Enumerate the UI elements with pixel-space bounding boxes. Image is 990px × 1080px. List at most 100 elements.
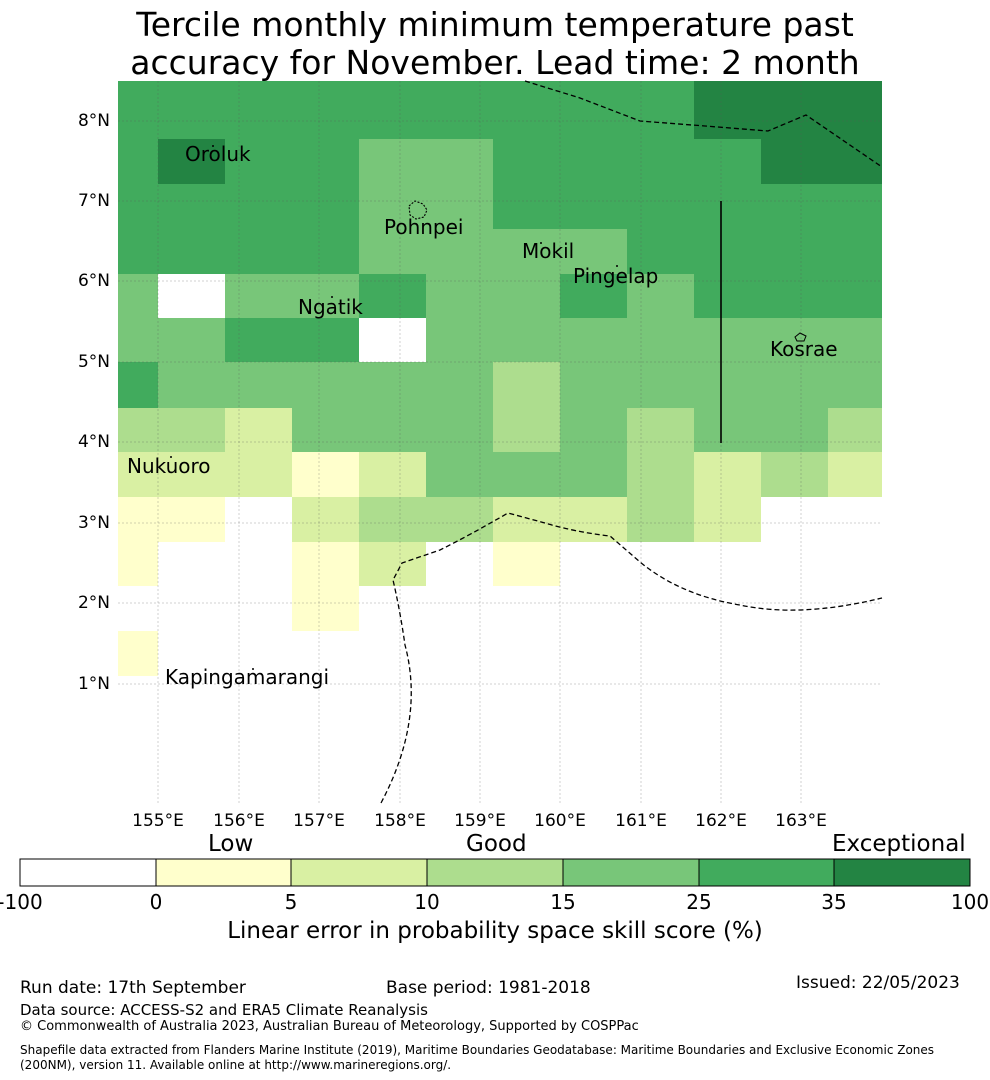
place-label-pingelap: Pingelap: [573, 264, 658, 288]
grid-cell: [359, 139, 493, 274]
lat-label-1: 1°N: [78, 674, 110, 694]
colorbar: [19, 858, 971, 887]
grid-cell: [761, 139, 882, 184]
grid-cell: [426, 452, 627, 497]
grid-cell: [426, 274, 560, 362]
colorbar-segment-0: [20, 859, 156, 886]
colorbar-segment-1: [156, 859, 291, 886]
skill-grid: [118, 81, 882, 676]
colorbar-segment-5: [699, 859, 834, 886]
lon-label-156: 156°E: [213, 811, 265, 831]
mokil-island-marker: [540, 242, 542, 244]
lon-label-157: 157°E: [293, 811, 345, 831]
colorbar-tick-label: 35: [821, 890, 847, 914]
grid-cell: [359, 274, 426, 318]
grid-cell: [118, 408, 225, 452]
grid-cell: [694, 497, 761, 542]
title-line-1: Tercile monthly minimum temperature past: [136, 5, 854, 44]
copyright: © Commonwealth of Australia 2023, Austra…: [20, 1019, 639, 1034]
colorbar-tick-label: 0: [149, 890, 163, 914]
lon-label-155: 155°E: [132, 811, 184, 831]
grid-cell: [761, 452, 828, 497]
colorbar-tick-label: 10: [414, 890, 440, 914]
grid-cell: [694, 452, 761, 497]
map-title: Tercile monthly minimum temperature past…: [0, 6, 990, 82]
colorbar-category-low: Low: [208, 831, 254, 857]
oroluk-island-marker: [212, 145, 214, 147]
colorbar-tick-label: 25: [686, 890, 712, 914]
lat-label-3: 3°N: [78, 513, 110, 533]
eez-boundary-north: [524, 80, 883, 168]
place-label-nukuoro: Nukuoro: [127, 454, 211, 478]
lon-label-163: 163°E: [775, 811, 827, 831]
grid-cell: [225, 408, 292, 452]
colorbar-segment-2: [291, 859, 427, 886]
grid-cell: [493, 542, 560, 586]
colorbar-tick-label: 100: [950, 890, 990, 914]
latitude-labels: 8°N 7°N 6°N 5°N 4°N 3°N 2°N 1°N: [78, 111, 110, 694]
grid-cell: [828, 452, 882, 497]
longitude-labels: 155°E 156°E 157°E 158°E 159°E 160°E 161°…: [132, 811, 827, 831]
lat-label-5: 5°N: [78, 352, 110, 372]
grid-cell: [694, 274, 882, 318]
pingelap-island-marker: [616, 265, 618, 267]
grid-cell: [627, 497, 694, 542]
place-label-pohnpei: Pohnpei: [384, 215, 464, 239]
colorbar-segment-6: [834, 859, 970, 886]
grid-cell: [627, 452, 694, 497]
grid-cell: [292, 497, 359, 542]
colorbar-frame: [19, 858, 971, 887]
ngatik-island-marker: [331, 296, 333, 298]
place-label-oroluk: Oroluk: [185, 142, 251, 166]
colorbar-title: Linear error in probability space skill …: [227, 918, 763, 944]
grid-cell: [694, 408, 828, 452]
grid-cell: [225, 318, 359, 362]
lon-label-162: 162°E: [695, 811, 747, 831]
grid-cell: [118, 497, 225, 542]
colorbar-tick-label: -100: [0, 890, 43, 914]
grid-cell: [158, 318, 225, 362]
grid-cell: [118, 542, 158, 586]
grid-cell: [292, 452, 359, 497]
grid-cell: [118, 362, 158, 408]
lat-label-2: 2°N: [78, 593, 110, 613]
grid-cell: [627, 274, 694, 318]
lat-label-6: 6°N: [78, 271, 110, 291]
graticule: [118, 81, 882, 803]
grid-cell: [292, 542, 359, 631]
issued-date: Issued: 22/05/2023: [796, 973, 960, 993]
colorbar-segment-4: [563, 859, 699, 886]
lat-label-4: 4°N: [78, 432, 110, 452]
lon-label-160: 160°E: [534, 811, 586, 831]
grid-cell: [560, 274, 627, 318]
grid-cell: [493, 362, 560, 452]
grid-cell: [627, 408, 694, 452]
colorbar-tick-label: 15: [550, 890, 576, 914]
colorbar-dividers: [155, 859, 835, 886]
grid-cell: [694, 81, 882, 139]
grid-cell: [118, 631, 158, 676]
grid-cell: [118, 452, 292, 497]
place-label-kapingamarangi: Kapingamarangi: [165, 665, 329, 689]
title-line-2: accuracy for November. Lead time: 2 mont…: [130, 43, 860, 82]
shapefile-credit: Shapefile data extracted from Flanders M…: [20, 1043, 935, 1072]
grid-cell: [359, 542, 426, 586]
grid-cell: [359, 497, 493, 542]
grid-cell: [118, 274, 158, 362]
place-label-kosrae: Kosrae: [770, 337, 838, 361]
grid-cell: [158, 362, 493, 408]
grid-cell: [225, 274, 359, 318]
colorbar-tick-label: 5: [284, 890, 298, 914]
eez-boundaries: [380, 80, 883, 804]
kapingamarangi-island-marker: [252, 668, 254, 670]
grid-cell: [828, 408, 882, 452]
data-source: Data source: ACCESS-S2 and ERA5 Climate …: [20, 1001, 428, 1019]
lat-label-7: 7°N: [78, 191, 110, 211]
colorbar-category-good: Good: [466, 831, 527, 857]
eez-boundary-south: [380, 512, 883, 804]
lon-label-158: 158°E: [374, 811, 426, 831]
grid-cell: [292, 408, 493, 452]
nukuoro-island-marker: [170, 456, 172, 458]
place-label-ngatik: Ngatik: [298, 295, 363, 319]
